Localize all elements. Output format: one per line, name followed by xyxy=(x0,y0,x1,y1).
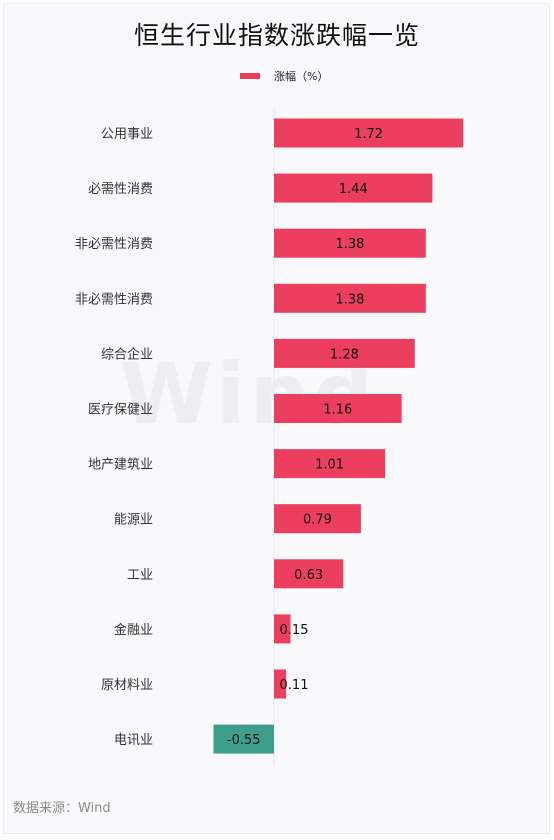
chart-title: 恒生行业指数涨跌幅一览 xyxy=(133,21,420,50)
bar xyxy=(274,173,433,203)
bar xyxy=(274,394,402,423)
data-label: 0.79 xyxy=(303,513,332,528)
category-label: 电讯业 xyxy=(114,733,153,748)
category-label: 非必需性消费 xyxy=(75,292,153,307)
category-label: 地产建筑业 xyxy=(88,457,153,473)
category-label: 综合企业 xyxy=(101,346,153,362)
category-label: 公用事业 xyxy=(101,127,153,142)
bar xyxy=(274,338,415,368)
data-label: 1.44 xyxy=(339,182,368,197)
data-label: 0.11 xyxy=(280,678,309,693)
bar xyxy=(274,504,361,534)
data-label: 1.16 xyxy=(323,403,352,418)
legend: 涨幅（%） xyxy=(240,68,328,84)
category-label: 非必需性消费 xyxy=(75,237,153,252)
legend-swatch xyxy=(240,73,260,79)
bar xyxy=(274,449,386,479)
data-label: 1.38 xyxy=(335,292,364,307)
data-label: 1.38 xyxy=(335,237,364,252)
category-label: 工业 xyxy=(127,568,153,583)
category-label: 必需性消费 xyxy=(88,182,153,197)
category-label: 金融业 xyxy=(114,622,153,638)
data-label: 1.72 xyxy=(354,127,383,142)
bar xyxy=(274,228,426,258)
bar xyxy=(274,559,344,589)
bar xyxy=(274,118,464,148)
data-label: 0.63 xyxy=(294,568,323,583)
category-label: 原材料业 xyxy=(101,678,153,693)
data-label: -0.55 xyxy=(227,733,261,748)
bar xyxy=(274,614,291,644)
category-label: 医疗保健业 xyxy=(88,403,153,418)
data-label: 0.15 xyxy=(280,623,309,638)
legend-label: 涨幅（%） xyxy=(274,70,329,83)
data-label: 1.28 xyxy=(330,347,359,362)
bar xyxy=(274,283,426,313)
category-label: 能源业 xyxy=(114,513,153,528)
bar xyxy=(274,669,287,699)
bar xyxy=(213,724,274,754)
data-label: 1.01 xyxy=(315,458,344,473)
data-source: 数据来源：Wind xyxy=(13,801,111,816)
